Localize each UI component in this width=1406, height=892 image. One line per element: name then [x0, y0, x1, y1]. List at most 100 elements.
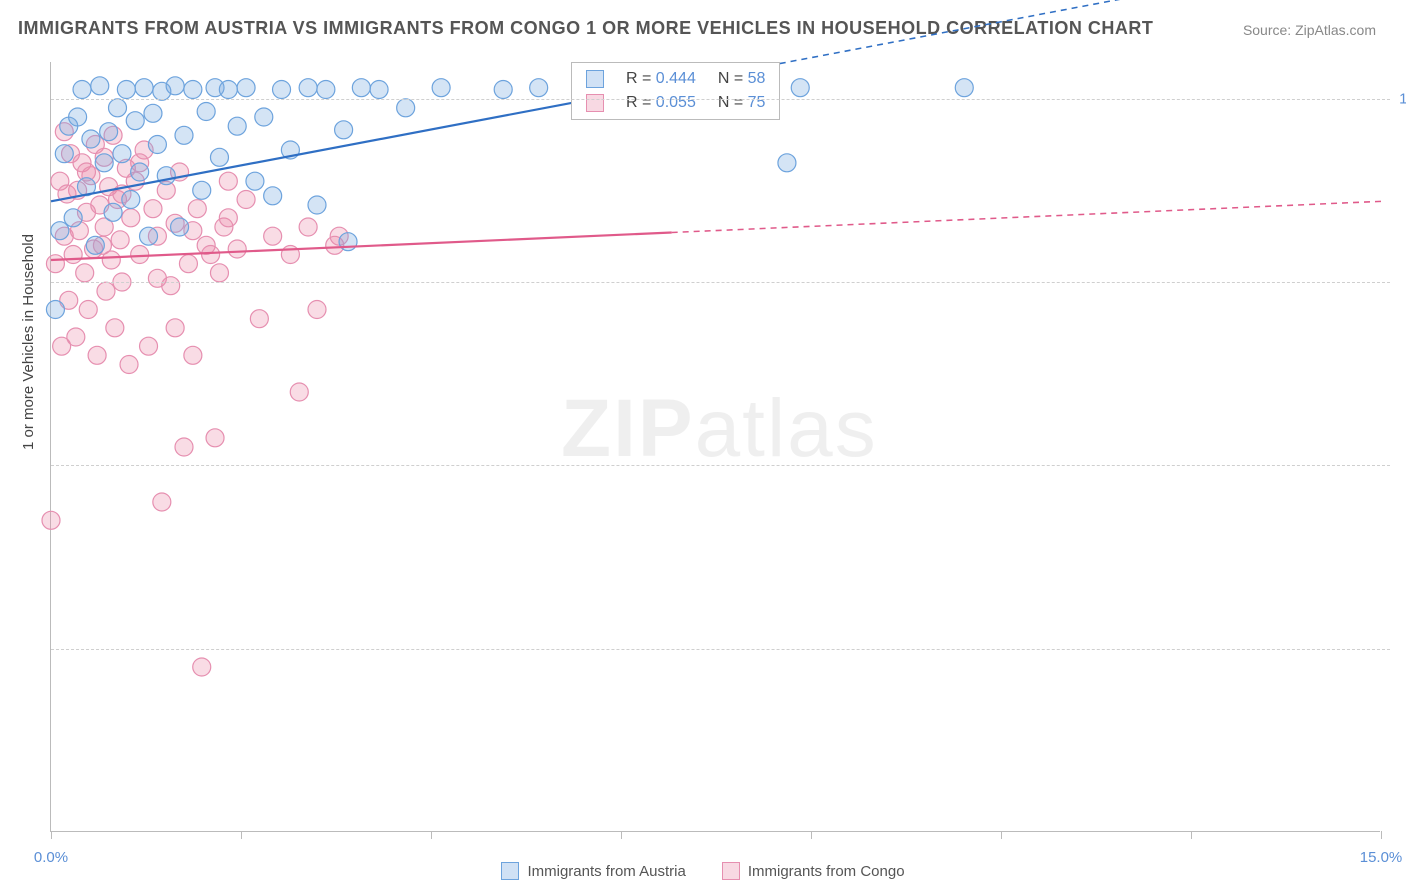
chart-plot-area: ZIPatlas R = 0.444N = 58R = 0.055N = 75 … [50, 62, 1380, 832]
data-point [79, 301, 97, 319]
data-point [73, 81, 91, 99]
stats-legend-box: R = 0.444 N = 58 R = 0.055N = 75 [571, 62, 780, 120]
data-point [102, 251, 120, 269]
legend-swatch [722, 862, 740, 880]
data-point [86, 236, 104, 254]
data-point [122, 191, 140, 209]
data-point [144, 200, 162, 218]
data-point [955, 79, 973, 97]
data-point [69, 108, 87, 126]
data-point [111, 231, 129, 249]
data-point [264, 187, 282, 205]
data-point [117, 81, 135, 99]
data-point [135, 79, 153, 97]
data-point [157, 167, 175, 185]
data-point [778, 154, 796, 172]
data-point [264, 227, 282, 245]
y-tick-label: 100.0% [1399, 90, 1406, 107]
data-point [131, 246, 149, 264]
data-point [370, 81, 388, 99]
data-point [113, 145, 131, 163]
data-point [494, 81, 512, 99]
data-point [100, 123, 118, 141]
data-point [140, 337, 158, 355]
data-point [95, 154, 113, 172]
source-attribution: Source: ZipAtlas.com [1243, 22, 1376, 38]
legend-item: Immigrants from Congo [722, 862, 905, 880]
stats-legend-row: R = 0.444 N = 58 [572, 67, 779, 91]
data-point [42, 511, 60, 529]
data-point [219, 81, 237, 99]
data-point [122, 209, 140, 227]
data-point [397, 99, 415, 117]
data-point [184, 81, 202, 99]
data-point [791, 79, 809, 97]
x-tick [811, 831, 812, 839]
gridline [51, 465, 1390, 466]
data-point [255, 108, 273, 126]
stats-legend-row: R = 0.055N = 75 [572, 91, 779, 115]
x-tick [621, 831, 622, 839]
data-point [193, 181, 211, 199]
data-point [317, 81, 335, 99]
data-point [184, 346, 202, 364]
data-point [46, 255, 64, 273]
data-point [109, 99, 127, 117]
data-point [335, 121, 353, 139]
data-point [46, 301, 64, 319]
legend-label: Immigrants from Congo [748, 863, 905, 880]
n-stat: N = 75 [718, 94, 766, 112]
x-tick [51, 831, 52, 839]
data-point [148, 269, 166, 287]
data-point [55, 145, 73, 163]
data-point [206, 429, 224, 447]
data-point [64, 246, 82, 264]
x-tick [1001, 831, 1002, 839]
data-point [228, 117, 246, 135]
data-point [219, 209, 237, 227]
data-point [126, 112, 144, 130]
data-point [308, 196, 326, 214]
data-point [106, 319, 124, 337]
data-point [246, 172, 264, 190]
data-point [166, 77, 184, 95]
x-tick [241, 831, 242, 839]
data-point [171, 218, 189, 236]
data-point [88, 346, 106, 364]
x-tick [431, 831, 432, 839]
data-point [299, 79, 317, 97]
series-legend: Immigrants from Austria Immigrants from C… [0, 862, 1406, 884]
legend-swatch [501, 862, 519, 880]
data-point [175, 126, 193, 144]
data-point [82, 130, 100, 148]
gridline [51, 282, 1390, 283]
n-stat: N = 58 [718, 70, 766, 88]
data-point [202, 246, 220, 264]
legend-item: Immigrants from Austria [501, 862, 685, 880]
chart-title: IMMIGRANTS FROM AUSTRIA VS IMMIGRANTS FR… [18, 18, 1153, 39]
legend-label: Immigrants from Austria [527, 863, 685, 880]
data-point [131, 163, 149, 181]
data-point [432, 79, 450, 97]
data-point [352, 79, 370, 97]
data-point [97, 282, 115, 300]
r-stat: R = 0.444 [626, 70, 696, 88]
data-point [153, 493, 171, 511]
data-point [273, 81, 291, 99]
data-point [290, 383, 308, 401]
data-point [308, 301, 326, 319]
scatter-plot-svg [51, 62, 1380, 831]
legend-swatch [586, 70, 604, 88]
data-point [148, 136, 166, 154]
x-tick [1381, 831, 1382, 839]
data-point [210, 148, 228, 166]
data-point [237, 79, 255, 97]
y-axis-label: 1 or more Vehicles in Household [20, 234, 37, 450]
data-point [166, 319, 184, 337]
gridline [51, 649, 1390, 650]
data-point [175, 438, 193, 456]
data-point [144, 104, 162, 122]
legend-swatch [586, 94, 604, 112]
data-point [64, 209, 82, 227]
trend-line-extrapolated [672, 201, 1381, 232]
